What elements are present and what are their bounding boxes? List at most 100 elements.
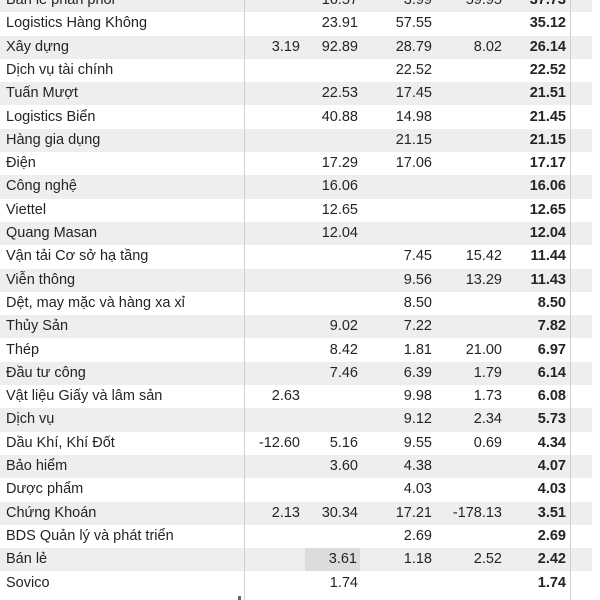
- sector-name-cell: Hàng gia dụng: [6, 131, 101, 148]
- value-cell-col1: [246, 12, 300, 35]
- value-cell-col1: [246, 408, 300, 431]
- value-cell-col4: -178.13: [452, 504, 502, 521]
- sector-name-cell: Viettel: [6, 201, 47, 218]
- value-cell-col2: [306, 385, 358, 408]
- table-row[interactable]: Sovico 1.74 1.74: [0, 571, 600, 595]
- value-cell-col1: [246, 199, 300, 222]
- total-cell: 35.12: [529, 15, 566, 32]
- value-cell-col4: 59.95: [465, 0, 502, 8]
- value-cell-col1: 3.19: [271, 38, 300, 55]
- table-row[interactable]: Bán lẻ phân phối 16.57 3.99 59.95 37.73: [0, 0, 600, 13]
- table-row[interactable]: Vận tải Cơ sở hạ tầng 7.45 15.42 11.44: [0, 245, 600, 269]
- total-cell: 4.34: [537, 434, 566, 451]
- value-cell-col3: 14.98: [395, 108, 432, 125]
- value-cell-col4: 1.79: [473, 364, 502, 381]
- value-cell-col4: [440, 222, 502, 245]
- table-row[interactable]: Vật liệu Giấy và lâm sản 2.63 9.98 1.73 6.08: [0, 385, 600, 409]
- value-cell-col4: [440, 478, 502, 501]
- total-cell: 37.73: [529, 0, 566, 8]
- table-row[interactable]: Viettel 12.65 12.65: [0, 198, 600, 222]
- value-cell-col4: [440, 106, 502, 129]
- table-row[interactable]: Công nghệ 16.06 16.06: [0, 175, 600, 199]
- value-cell-col2: 9.02: [329, 318, 358, 335]
- value-cell-col1: [246, 129, 300, 152]
- table-row[interactable]: Quang Masan 12.04 12.04: [0, 222, 600, 246]
- value-cell-col4: 0.69: [473, 434, 502, 451]
- table-row[interactable]: Viễn thông 9.56 13.29 11.43: [0, 268, 600, 292]
- total-cell: 6.14: [537, 364, 566, 381]
- total-cell: 7.82: [537, 318, 566, 335]
- table-row[interactable]: Thủy Sản 9.02 7.22 7.82: [0, 315, 600, 339]
- value-cell-col2: 40.88: [321, 108, 358, 125]
- sector-name-cell: Dịch vụ: [6, 411, 55, 428]
- value-cell-col3: 4.38: [403, 458, 432, 474]
- total-cell: 12.04: [529, 225, 566, 241]
- value-cell-col1: [246, 175, 300, 198]
- value-cell-col2: 17.29: [321, 155, 358, 172]
- table-row[interactable]: Hàng gia dụng 21.15 21.15: [0, 128, 600, 153]
- value-cell-col2: 22.53: [321, 85, 358, 102]
- value-cell-col3: 28.79: [395, 38, 432, 55]
- value-cell-col2: 7.46: [329, 364, 358, 381]
- value-cell-col4: 8.02: [473, 38, 502, 55]
- value-cell-col4: [440, 59, 502, 82]
- table-row[interactable]: Điện 17.29 17.06 17.17: [0, 152, 600, 176]
- table-row[interactable]: Chứng Khoán 2.13 30.34 17.21 -178.13 3.51: [0, 501, 600, 525]
- value-cell-col2: 12.04: [321, 225, 358, 241]
- sector-name-cell: Điện: [6, 155, 36, 172]
- value-cell-col4: [440, 82, 502, 105]
- value-cell-col2: [306, 59, 358, 82]
- value-cell-col1: [246, 269, 300, 292]
- total-cell: 8.50: [537, 294, 566, 311]
- total-cell: 17.17: [529, 155, 566, 172]
- table-row[interactable]: Dịch vụ tài chính 22.52 22.52: [0, 58, 600, 83]
- sector-name-cell: Chứng Khoán: [6, 504, 97, 521]
- table-row[interactable]: Logistics Hàng Không 23.91 57.55 35.12: [0, 12, 600, 36]
- value-cell-col1: [246, 106, 300, 129]
- table-row[interactable]: Thép 8.42 1.81 21.00 6.97: [0, 338, 600, 362]
- sector-name-cell: Logistics Hàng Không: [6, 15, 148, 32]
- value-cell-col3: 17.45: [395, 85, 432, 102]
- table-row[interactable]: Dược phẩm 4.03 4.03: [0, 478, 600, 502]
- total-cell: 2.69: [537, 527, 566, 544]
- sector-name-cell: Công nghệ: [6, 178, 77, 195]
- scrollbar[interactable]: [592, 0, 600, 600]
- value-cell-col1: -12.60: [258, 434, 300, 451]
- table-row[interactable]: Xây dựng 3.19 92.89 28.79 8.02 26.14: [0, 35, 600, 59]
- table-row[interactable]: Dịch vụ 9.12 2.34 5.73: [0, 408, 600, 432]
- value-cell-col1: [246, 292, 300, 315]
- sector-name-cell: Vận tải Cơ sở hạ tầng: [6, 248, 149, 265]
- table-row[interactable]: Tuấn Mượt 22.53 17.45 21.51: [0, 82, 600, 106]
- value-cell-col4: 21.00: [465, 341, 502, 358]
- value-cell-col3: 4.03: [403, 481, 432, 498]
- value-cell-col1: 2.13: [271, 504, 300, 521]
- value-cell-col3: 57.55: [395, 15, 432, 32]
- total-cell: 4.03: [537, 481, 566, 498]
- value-cell-col2: 3.61: [305, 548, 360, 572]
- total-cell: 12.65: [529, 201, 566, 218]
- scroll-marker: [238, 596, 241, 600]
- value-cell-col2: [306, 245, 358, 268]
- sector-name-cell: Tuấn Mượt: [6, 85, 78, 102]
- table-row[interactable]: Dệt, may mặc và hàng xa xỉ 8.50 8.50: [0, 291, 600, 316]
- value-cell-col3: 9.55: [403, 434, 432, 451]
- total-cell: 11.44: [530, 248, 567, 265]
- sector-name-cell: Bán lẻ phân phối: [6, 0, 115, 8]
- value-cell-col2: 92.89: [321, 38, 358, 55]
- total-cell: 26.14: [529, 38, 566, 55]
- value-cell-col1: [246, 82, 300, 105]
- table-row[interactable]: Đầu tư công 7.46 6.39 1.79 6.14: [0, 361, 600, 386]
- value-cell-col3: 7.45: [403, 248, 432, 265]
- sector-name-cell: Thép: [6, 341, 40, 358]
- table-row[interactable]: Bảo hiểm 3.60 4.38 4.07: [0, 455, 600, 479]
- table-row[interactable]: Dầu Khí, Khí Đốt -12.60 5.16 9.55 0.69 4.34: [0, 431, 600, 455]
- value-cell-col2: 16.06: [321, 178, 358, 195]
- table-row[interactable]: Logistics Biển 40.88 14.98 21.45: [0, 105, 600, 129]
- value-cell-col1: [246, 525, 300, 548]
- sector-name-cell: Thủy Sản: [6, 318, 69, 335]
- value-cell-col4: 2.52: [473, 551, 502, 568]
- table-row[interactable]: BDS Quản lý và phát triển 2.69 2.69: [0, 524, 600, 549]
- sector-name-cell: Dược phẩm: [6, 481, 84, 498]
- value-cell-col1: [246, 548, 300, 571]
- table-row[interactable]: Bán lẻ 3.61 1.18 2.52 2.42: [0, 548, 600, 572]
